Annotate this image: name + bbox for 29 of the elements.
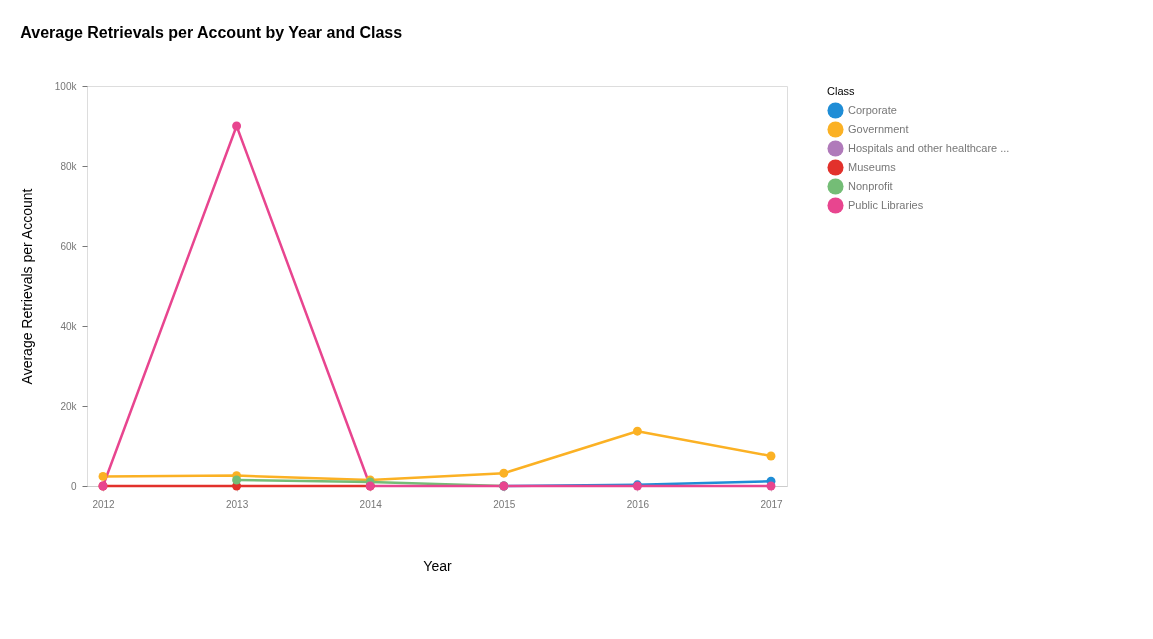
point (232, 121, 242, 131)
x-tick-label: 2016 (626, 498, 650, 510)
legend-label: Nonprofit (848, 179, 893, 192)
x-tick-label: 2013 (225, 498, 249, 510)
x-tick-label: 2014 (359, 498, 383, 510)
y-tick-label: 60k (60, 240, 78, 252)
y-tick-label: 40k (60, 320, 78, 332)
x-tick-label: 2012 (92, 498, 116, 510)
y-tick-label: 20k (60, 400, 78, 412)
point (499, 468, 509, 478)
legend-label: Hospitals and other healthcare ... (848, 141, 1010, 154)
legend-label: Museums (848, 160, 897, 173)
point (766, 451, 776, 461)
legend-label: Government (848, 122, 909, 135)
y-axis-title: Average Retrievals per Account (18, 188, 35, 385)
legend-label: Corporate (848, 103, 897, 116)
y-tick-label: 100k (54, 80, 78, 92)
chart-title: Average Retrievals per Account by Year and Class (20, 24, 403, 41)
x-axis-title: Year (423, 557, 452, 574)
x-tick-label: 2015 (493, 498, 516, 510)
point (766, 481, 776, 491)
point (98, 471, 108, 481)
point (232, 475, 242, 485)
point (632, 426, 642, 436)
legend-title: Class (827, 85, 856, 97)
legend-label: Public Libraries (848, 198, 924, 211)
y-tick-label: 0 (70, 480, 77, 492)
x-tick-label: 2017 (760, 498, 784, 510)
y-tick-label: 80k (60, 160, 78, 172)
